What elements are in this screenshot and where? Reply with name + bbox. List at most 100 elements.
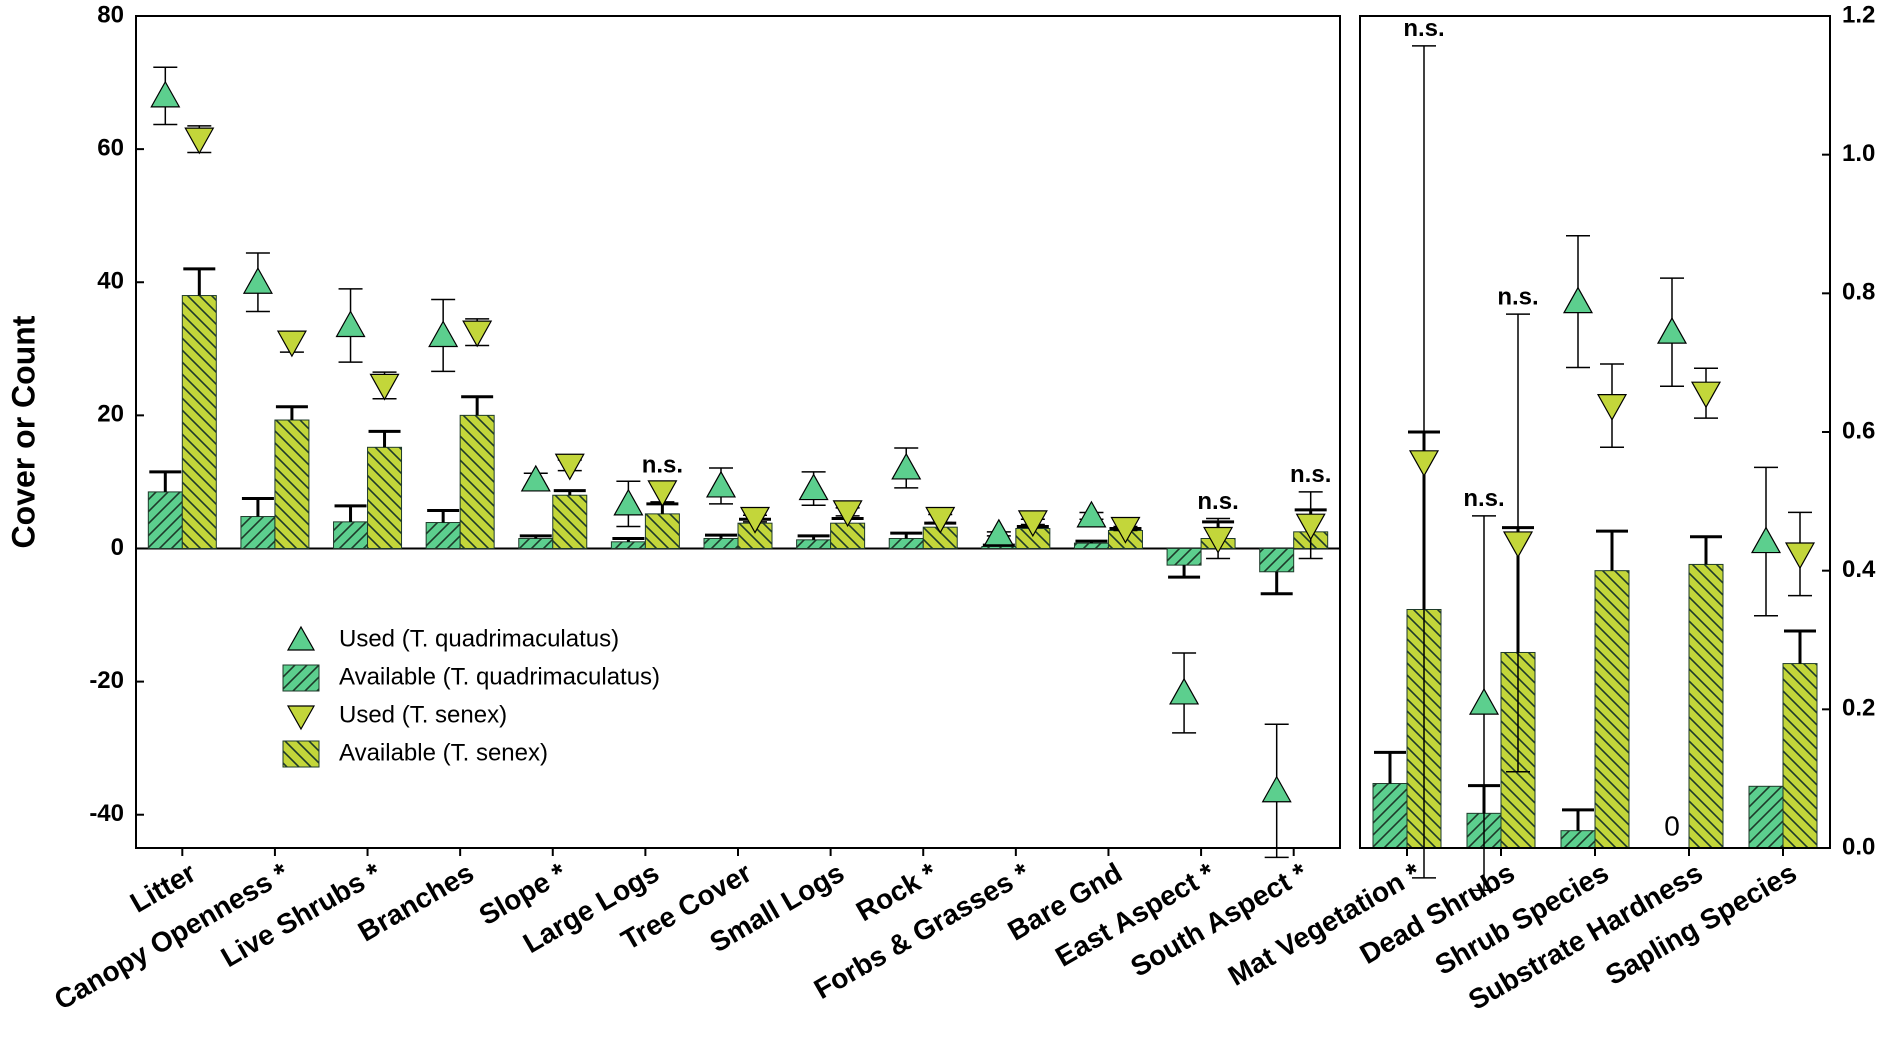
marker [242, 267, 273, 294]
legend-label: Used (T. quadrimaculatus) [339, 625, 619, 652]
error-bar [149, 470, 182, 492]
bar [367, 446, 403, 549]
error-bar [1260, 571, 1293, 596]
marker [983, 518, 1014, 546]
error-bar [427, 509, 460, 523]
marker [1750, 526, 1782, 554]
error-bar [1168, 565, 1201, 579]
marker [925, 506, 956, 534]
annotation: 0 [1664, 810, 1680, 841]
y-axis-label: Cover or Count [5, 315, 41, 548]
marker [1690, 381, 1722, 409]
marker [335, 310, 366, 338]
y-tick-label: 0.8 [1842, 279, 1875, 306]
y-tick-label: 0.4 [1842, 556, 1876, 583]
bar [1372, 783, 1408, 849]
bar [1782, 663, 1818, 849]
y-tick-label: -20 [89, 667, 124, 694]
bar [1688, 563, 1724, 849]
bar [703, 537, 739, 549]
bar [796, 539, 832, 549]
marker [832, 500, 863, 528]
annotation: n.s. [642, 451, 683, 478]
error-bar [183, 267, 216, 296]
annotation: n.s. [1290, 461, 1331, 488]
bar [181, 295, 217, 549]
marker [1562, 286, 1594, 314]
bar [1073, 542, 1109, 549]
bar [333, 521, 369, 549]
legend-swatch [282, 740, 320, 768]
error-bar [519, 534, 552, 539]
error-bar [1596, 529, 1628, 571]
y-tick-label: 0 [111, 534, 124, 561]
marker [1076, 500, 1107, 528]
y-tick-label: 0.0 [1842, 833, 1875, 860]
error-bar [275, 405, 308, 421]
bar [518, 537, 554, 549]
marker [1295, 513, 1326, 541]
error-bar [368, 429, 401, 448]
plot-frame [135, 15, 1341, 849]
marker [1596, 394, 1628, 421]
annotation: n.s. [1197, 488, 1238, 515]
error-bar [1374, 750, 1406, 784]
bar [1560, 830, 1596, 849]
legend-label: Used (T. senex) [339, 701, 507, 728]
marker [554, 453, 585, 481]
error-bar [890, 531, 923, 539]
marker [1502, 531, 1534, 559]
marker [739, 506, 771, 534]
marker [1784, 542, 1816, 570]
bar [147, 491, 183, 549]
error-bar [797, 534, 830, 540]
bar [610, 541, 646, 549]
bar [552, 494, 588, 549]
error-bar [705, 533, 737, 539]
marker [705, 470, 737, 498]
legend-label: Available (T. senex) [339, 739, 548, 766]
legend-swatch [286, 625, 316, 651]
marker [647, 480, 678, 508]
marker [428, 320, 459, 348]
y-tick-label: 0.2 [1842, 695, 1875, 722]
error-bar [1784, 629, 1816, 664]
marker [1110, 516, 1141, 544]
marker [1017, 510, 1048, 538]
marker [520, 464, 551, 492]
bar [425, 522, 461, 549]
y-tick-label: 80 [97, 1, 124, 28]
bar [1748, 785, 1784, 849]
error-bar [612, 536, 645, 542]
bar [1259, 547, 1295, 573]
marker [1261, 775, 1292, 803]
bar [1166, 547, 1202, 566]
y-tick-label: -40 [89, 800, 124, 827]
y-tick-label: 1.2 [1842, 1, 1875, 28]
error-bar [1690, 535, 1722, 565]
y-tick-label: 1.0 [1842, 140, 1875, 167]
legend-swatch [282, 664, 320, 692]
error-bar [461, 395, 494, 416]
marker [1408, 450, 1440, 478]
legend-swatch [286, 705, 316, 731]
marker [1468, 687, 1500, 715]
error-bar [241, 497, 274, 517]
marker [798, 473, 829, 501]
error-bar [334, 504, 367, 522]
annotation: n.s. [1403, 15, 1444, 42]
y-tick-label: 60 [97, 134, 124, 161]
marker [1203, 526, 1234, 554]
error-bar [1075, 539, 1108, 544]
bar [1594, 570, 1630, 849]
annotation: n.s. [1497, 283, 1538, 310]
marker [891, 452, 922, 480]
marker [184, 127, 215, 155]
legend-label: Available (T. quadrimaculatus) [339, 663, 660, 690]
marker [369, 373, 400, 401]
bar [274, 419, 310, 549]
marker [150, 80, 181, 108]
y-tick-label: 40 [97, 268, 124, 295]
bar [240, 516, 276, 549]
